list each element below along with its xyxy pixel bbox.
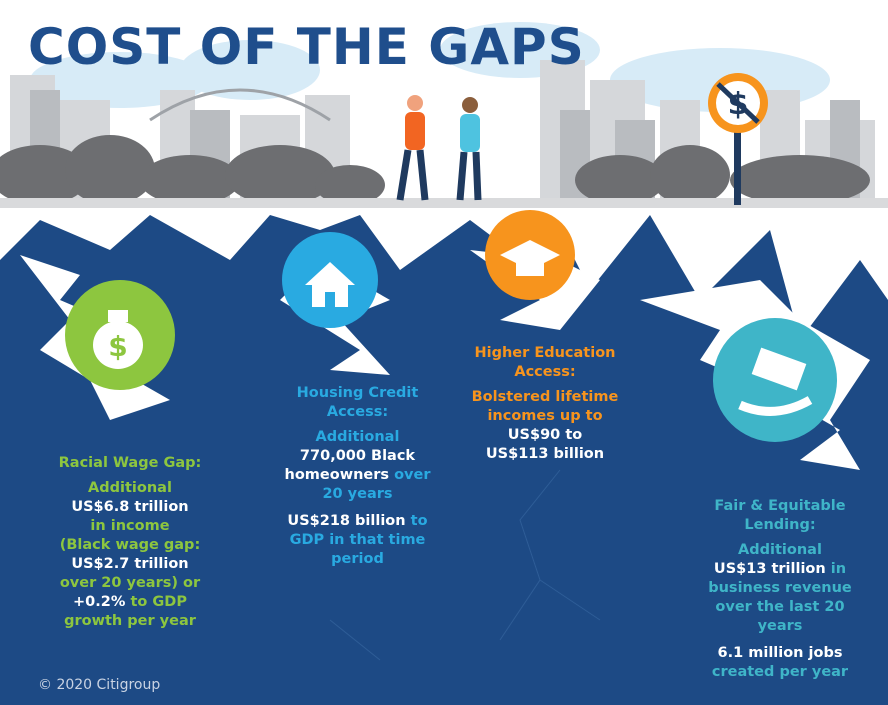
- figure: US$218 billion: [287, 513, 405, 529]
- text: growth per year: [30, 612, 230, 631]
- fair-lending: Fair & Equitable Lending: Additional US$…: [695, 497, 865, 682]
- figure: US$90 to: [455, 426, 635, 445]
- text: over 20 years) or: [30, 574, 230, 593]
- money-bag-icon: $: [65, 280, 175, 390]
- heading: Fair & Equitable Lending:: [695, 497, 865, 535]
- copyright: © 2020 Citigroup: [38, 677, 160, 693]
- figure: US$6.8 trillion: [30, 498, 230, 517]
- text: period: [270, 550, 445, 569]
- text: created per year: [695, 663, 865, 682]
- text: to GDP: [130, 594, 187, 610]
- housing-credit: Housing Credit Access: Additional 770,00…: [270, 384, 445, 569]
- figure: 6.1 million jobs: [695, 644, 865, 663]
- text: in income: [30, 517, 230, 536]
- racial-wage-gap: Racial Wage Gap: Additional US$6.8 trill…: [30, 454, 230, 631]
- text: Additional: [695, 541, 865, 560]
- text: business revenue: [695, 579, 865, 598]
- text: (Black wage gap:: [30, 536, 230, 555]
- figure: US$113 billion: [455, 445, 635, 464]
- higher-education: Higher Education Access: Bolstered lifet…: [455, 344, 635, 464]
- title: COST OF THE GAPS: [28, 18, 585, 76]
- text: in: [831, 561, 846, 577]
- figure: US$13 trillion: [714, 561, 826, 577]
- text: over the last 20: [695, 598, 865, 617]
- text: GDP in that time: [270, 531, 445, 550]
- house-icon: [282, 232, 378, 328]
- figure: US$2.7 trillion: [30, 555, 230, 574]
- text: Additional: [30, 479, 230, 498]
- text: Bolstered lifetime: [455, 388, 635, 407]
- text: 20 years: [270, 485, 445, 504]
- figure: 770,000 Black: [270, 447, 445, 466]
- infographic: $ $ COST OF THE GAPS Racial Wage Gap: Ad…: [0, 0, 888, 705]
- text: years: [695, 617, 865, 636]
- heading: Higher Education Access:: [455, 344, 635, 382]
- text: over: [394, 467, 430, 483]
- figure: homeowners: [285, 467, 390, 483]
- lending-icon: [713, 318, 837, 442]
- text: to: [411, 513, 428, 529]
- svg-text:$: $: [108, 330, 127, 363]
- ground: [0, 198, 888, 208]
- heading: Housing Credit Access:: [270, 384, 445, 422]
- graduation-icon: [485, 210, 575, 300]
- text: incomes up to: [455, 407, 635, 426]
- text: Additional: [270, 428, 445, 447]
- heading: Racial Wage Gap:: [30, 454, 230, 473]
- figure: +0.2%: [73, 594, 125, 610]
